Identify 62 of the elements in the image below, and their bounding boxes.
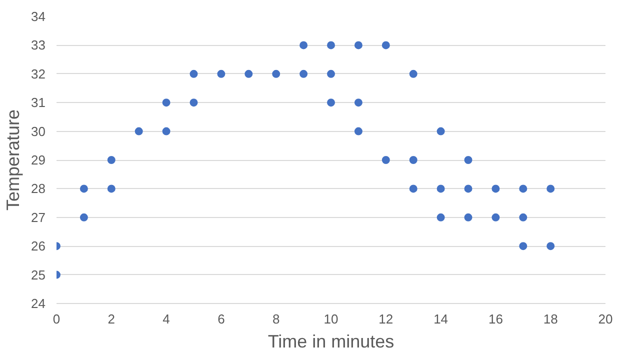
point: [327, 98, 335, 107]
y-tick-label: 25: [31, 267, 46, 282]
point: [300, 41, 308, 50]
point: [464, 184, 472, 193]
x-tick-label: 2: [108, 312, 116, 326]
y-tick-label: 26: [31, 238, 46, 254]
point: [354, 98, 362, 107]
point: [464, 213, 472, 222]
x-tick-label: 6: [218, 312, 225, 326]
x-tick-label: 14: [434, 312, 448, 326]
y-tick-label: 27: [31, 210, 46, 225]
point: [244, 70, 253, 78]
point: [354, 127, 362, 136]
y-tick-label: 33: [31, 38, 46, 53]
point: [107, 184, 116, 193]
x-axis-title: Time in minutes: [268, 332, 394, 352]
y-axis-title: Temperature: [3, 109, 24, 211]
point: [354, 41, 362, 50]
point: [464, 156, 472, 164]
point: [436, 213, 445, 222]
point: [519, 213, 528, 222]
y-tick-label: 30: [31, 124, 46, 139]
y-tick-label: 32: [31, 66, 46, 82]
point: [80, 213, 88, 222]
point: [519, 184, 528, 193]
y-tick-label: 29: [31, 152, 46, 168]
point: [107, 156, 116, 164]
point: [300, 70, 308, 78]
point: [327, 41, 335, 50]
point: [217, 70, 226, 78]
point: [162, 127, 170, 136]
x-tick-label: 12: [378, 312, 394, 326]
x-tick-label: 0: [52, 312, 60, 326]
point: [190, 70, 198, 78]
point: [409, 184, 418, 193]
point: [492, 213, 500, 222]
point: [409, 70, 418, 78]
point: [546, 184, 555, 193]
point: [272, 70, 280, 78]
y-tick-label: 34: [31, 9, 46, 24]
x-tick-label: 18: [543, 312, 558, 326]
point: [519, 242, 528, 250]
x-tick-label: 8: [272, 312, 280, 326]
point: [382, 156, 390, 164]
x-tick-label: 16: [488, 312, 503, 326]
x-tick-label: 4: [162, 312, 170, 326]
point: [492, 184, 500, 193]
y-tick-label: 28: [31, 181, 46, 196]
point: [134, 127, 143, 136]
point: [162, 98, 170, 107]
point: [190, 98, 198, 107]
point: [80, 184, 88, 193]
y-tick-label: 24: [31, 296, 46, 311]
point: [409, 156, 418, 164]
x-tick-label: 20: [598, 312, 613, 326]
y-tick-label: 31: [31, 95, 46, 110]
point: [436, 184, 445, 193]
x-tick-label: 10: [324, 312, 338, 326]
point: [382, 41, 390, 50]
point: [327, 70, 335, 78]
point: [546, 242, 555, 250]
point: [436, 127, 445, 136]
